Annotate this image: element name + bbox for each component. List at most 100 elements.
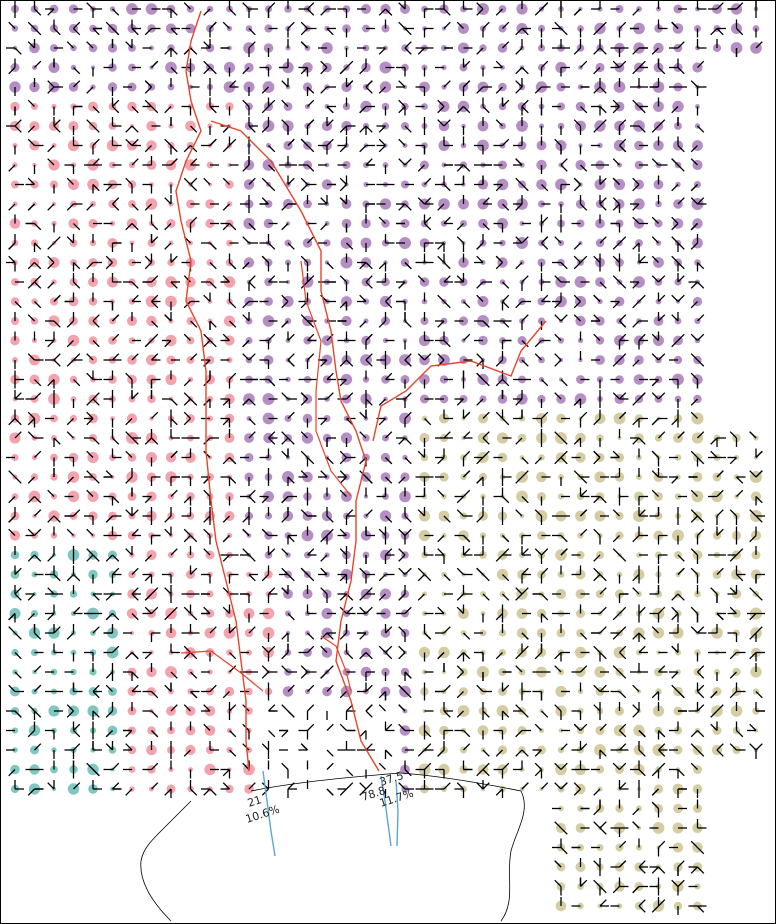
flow-arrow — [34, 223, 42, 231]
flow-arrow — [86, 528, 94, 536]
flow-arrow — [125, 418, 133, 426]
flow-arrow — [209, 21, 217, 29]
flow-arrow — [281, 223, 289, 231]
flow-arrow — [677, 275, 685, 283]
flow-arrow — [580, 489, 588, 497]
flow-arrow — [346, 359, 354, 367]
flow-arrow — [66, 203, 74, 211]
flow-arrow — [73, 730, 81, 738]
flow-arrow — [671, 106, 679, 114]
flow-arrow — [456, 236, 464, 244]
flow-arrow — [515, 28, 523, 36]
flow-arrow — [580, 411, 588, 419]
flow-arrow — [86, 398, 94, 406]
flow-arrow — [599, 496, 607, 504]
flow-arrow — [638, 509, 646, 517]
flow-arrow — [463, 60, 471, 68]
flow-arrow — [326, 762, 334, 770]
flow-arrow — [690, 567, 698, 575]
flow-arrow — [599, 587, 607, 595]
flow-arrow — [573, 47, 581, 55]
flow-arrow — [131, 203, 139, 211]
flow-arrow — [73, 353, 81, 361]
flow-arrow — [404, 125, 412, 133]
flow-arrow — [112, 28, 120, 36]
flow-arrow — [326, 119, 334, 127]
flow-arrow — [612, 613, 620, 621]
flow-arrow — [105, 184, 113, 192]
flow-arrow — [222, 203, 230, 211]
flow-arrow — [541, 2, 549, 10]
flow-arrow — [612, 301, 620, 309]
flow-arrow — [365, 86, 373, 94]
flow-arrow — [307, 2, 315, 10]
flow-arrow — [92, 320, 100, 328]
flow-arrow — [53, 294, 61, 302]
flow-arrow — [287, 353, 295, 361]
flow-arrow — [521, 782, 529, 790]
flow-arrow — [320, 470, 328, 478]
flow-arrow — [398, 528, 406, 536]
flow-arrow — [112, 314, 120, 322]
flow-arrow — [619, 314, 627, 322]
flow-arrow — [502, 41, 510, 49]
flow-arrow — [131, 106, 139, 114]
flow-arrow — [14, 392, 22, 400]
flow-arrow — [203, 41, 211, 49]
flow-arrow — [632, 808, 640, 816]
flow-arrow — [27, 21, 35, 29]
flow-arrow — [229, 262, 237, 270]
flow-arrow — [222, 535, 230, 543]
flow-arrow — [47, 86, 55, 94]
flow-arrow — [287, 476, 295, 484]
flow-arrow — [424, 418, 432, 426]
flow-arrow — [92, 125, 100, 133]
flow-arrow — [398, 626, 406, 634]
flow-arrow — [339, 359, 347, 367]
flow-arrow — [560, 535, 568, 543]
flow-arrow — [651, 769, 659, 777]
flow-arrow — [697, 359, 705, 367]
flow-arrow — [638, 294, 646, 302]
flow-arrow — [170, 281, 178, 289]
flow-arrow — [307, 574, 315, 582]
flow-arrow — [229, 652, 237, 660]
flow-arrow — [632, 632, 640, 640]
flow-arrow — [222, 554, 230, 562]
flow-arrow — [190, 353, 198, 361]
flow-arrow — [339, 691, 347, 699]
flow-arrow — [300, 28, 308, 36]
flow-arrow — [14, 710, 22, 718]
flow-arrow — [73, 80, 81, 88]
flow-arrow — [651, 392, 659, 400]
flow-arrow — [326, 457, 334, 465]
flow-arrow — [502, 548, 510, 556]
flow-arrow — [86, 203, 94, 211]
flow-arrow — [268, 184, 276, 192]
flow-arrow — [242, 743, 250, 751]
flow-arrow — [593, 333, 601, 341]
flow-arrow — [476, 515, 484, 523]
flow-arrow — [456, 691, 464, 699]
flow-arrow — [443, 275, 451, 283]
flow-arrow — [151, 782, 159, 790]
flow-arrow — [677, 197, 685, 205]
flow-arrow — [554, 704, 562, 712]
flow-arrow — [593, 418, 601, 426]
flow-arrow — [638, 769, 646, 777]
flow-arrow — [671, 158, 679, 166]
flow-arrow — [619, 730, 627, 738]
flow-arrow — [716, 749, 724, 757]
flow-arrow — [27, 281, 35, 289]
flow-arrow — [456, 782, 464, 790]
flow-arrow — [47, 782, 55, 790]
flow-arrow — [404, 158, 412, 166]
flow-arrow — [658, 749, 666, 757]
flow-arrow — [203, 515, 211, 523]
flow-arrow — [521, 340, 529, 348]
flow-arrow — [619, 762, 627, 770]
flow-arrow — [229, 320, 237, 328]
flow-arrow — [320, 418, 328, 426]
flow-arrow — [573, 782, 581, 790]
flow-arrow — [671, 684, 679, 692]
